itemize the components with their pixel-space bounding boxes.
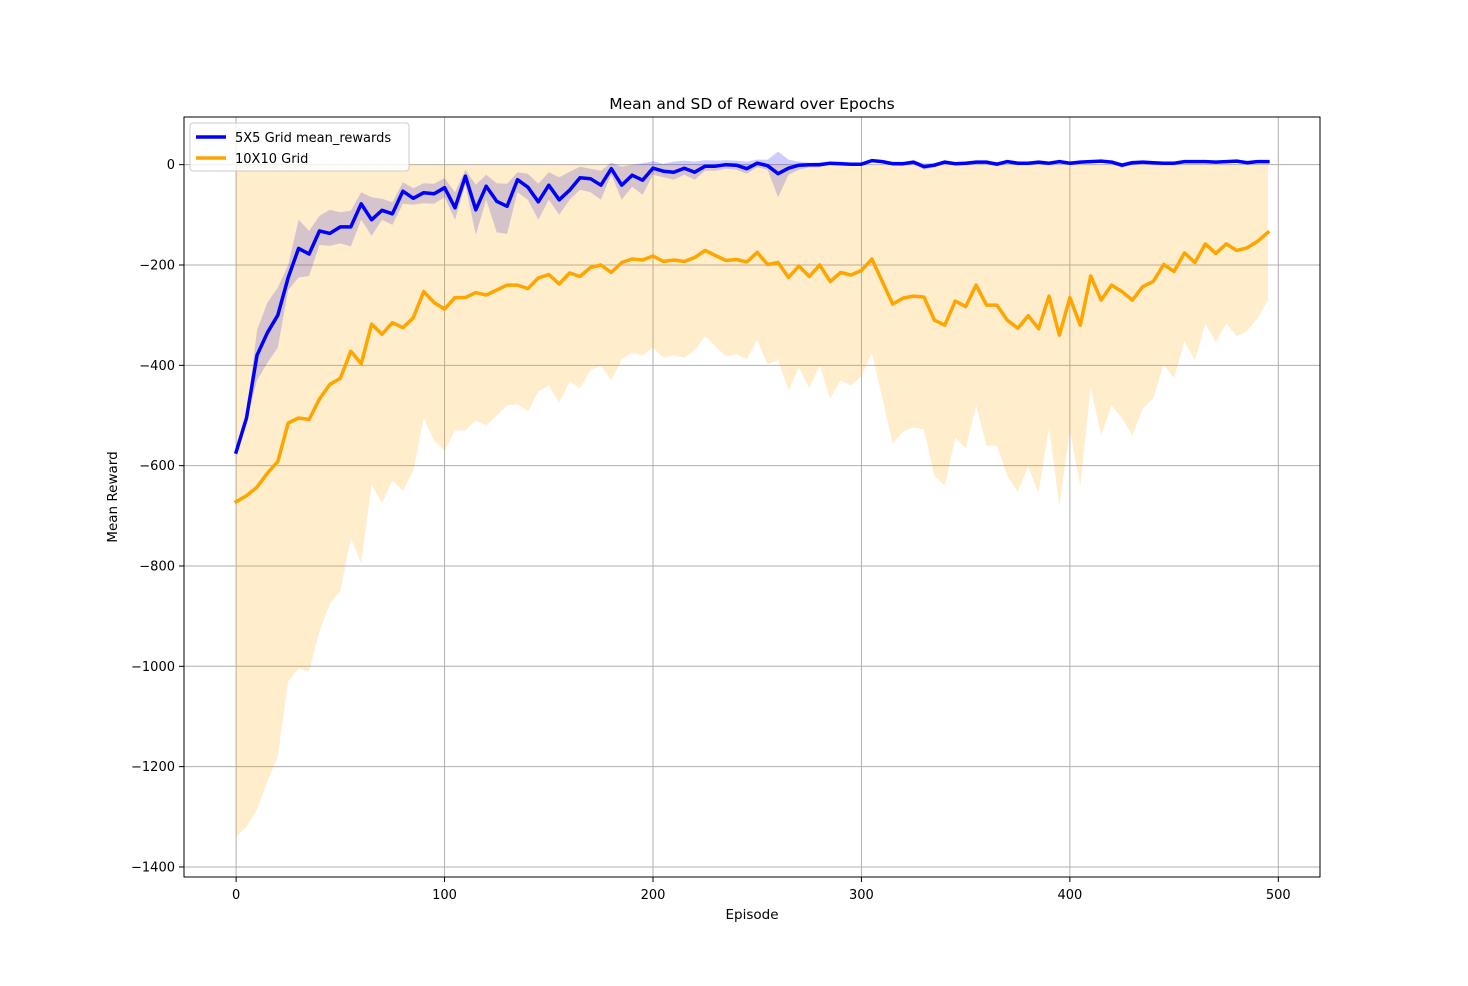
- y-tick-label: −200: [139, 258, 175, 273]
- x-tick-label: 300: [849, 888, 874, 903]
- y-axis-label: Mean Reward: [105, 451, 121, 542]
- sd-bands: [236, 151, 1268, 837]
- legend-label: 5X5 Grid mean_rewards: [235, 131, 391, 146]
- y-tick-label: −600: [139, 459, 175, 474]
- legend-label: 10X10 Grid: [235, 152, 308, 167]
- mean-line-series-0: [233, 158, 1270, 455]
- x-tick-label: 100: [432, 888, 457, 903]
- mean-line-series-1: [233, 229, 1271, 505]
- x-tick-label: 0: [232, 888, 240, 903]
- y-tick-label: 0: [167, 158, 175, 173]
- y-tick-label: −1200: [131, 760, 175, 775]
- y-tick-label: −800: [139, 559, 175, 574]
- plot-frame: [183, 116, 1321, 878]
- y-tick-label: −400: [139, 359, 175, 374]
- x-tick-label: 200: [641, 888, 666, 903]
- ticks: 0 100 200 300 400 500 0 −200 −400 −600 −800 −1000 −1…: [131, 158, 1291, 903]
- series-lines: [233, 158, 1271, 505]
- sd-band-series-1: [236, 164, 1268, 837]
- y-tick-label: −1400: [131, 860, 175, 875]
- x-axis-label: Episode: [725, 907, 778, 923]
- chart-title: Mean and SD of Reward over Epochs: [609, 95, 895, 113]
- y-tick-label: −1000: [131, 660, 175, 675]
- grid: [184, 117, 1320, 877]
- x-tick-label: 500: [1266, 888, 1291, 903]
- legend-box: [189, 122, 410, 172]
- x-tick-label: 400: [1057, 888, 1082, 903]
- legend: 5X5 Grid mean_rewards 10X10 Grid: [189, 122, 410, 172]
